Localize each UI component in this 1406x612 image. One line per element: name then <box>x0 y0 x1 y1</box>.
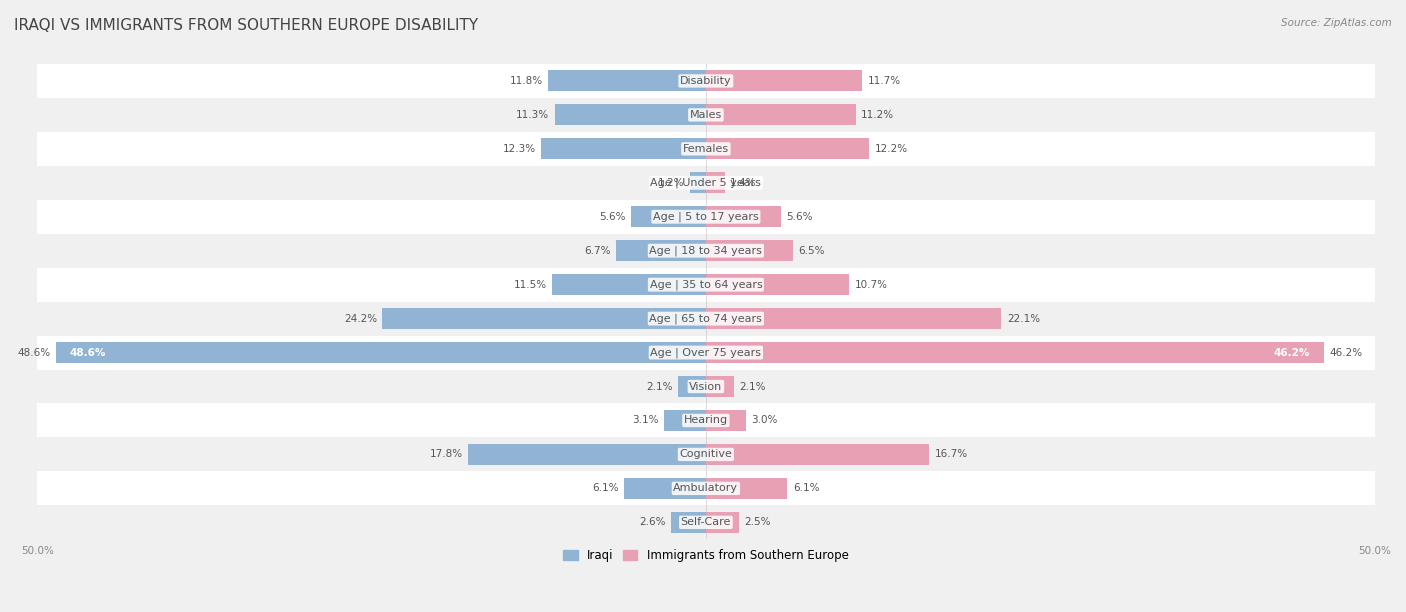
Bar <box>706 342 1323 363</box>
Bar <box>548 70 706 91</box>
Text: 5.6%: 5.6% <box>599 212 626 222</box>
Bar <box>382 308 706 329</box>
Text: 1.4%: 1.4% <box>730 178 756 188</box>
Bar <box>706 172 724 193</box>
Text: 2.1%: 2.1% <box>645 381 672 392</box>
Text: 12.2%: 12.2% <box>875 144 907 154</box>
Bar <box>706 444 929 465</box>
Text: 46.2%: 46.2% <box>1329 348 1362 357</box>
Bar <box>37 267 1375 302</box>
Text: 46.2%: 46.2% <box>1274 348 1310 357</box>
Text: 6.5%: 6.5% <box>799 245 825 256</box>
Bar <box>706 206 780 227</box>
Text: Self-Care: Self-Care <box>681 517 731 528</box>
Bar <box>56 342 706 363</box>
Bar <box>37 132 1375 166</box>
Text: Age | 35 to 64 years: Age | 35 to 64 years <box>650 280 762 290</box>
Bar <box>37 166 1375 200</box>
Bar <box>706 410 747 431</box>
Text: 24.2%: 24.2% <box>344 313 377 324</box>
Bar <box>553 274 706 295</box>
Text: IRAQI VS IMMIGRANTS FROM SOUTHERN EUROPE DISABILITY: IRAQI VS IMMIGRANTS FROM SOUTHERN EUROPE… <box>14 18 478 34</box>
Bar <box>706 274 849 295</box>
Text: 6.1%: 6.1% <box>793 483 820 493</box>
Bar <box>37 471 1375 506</box>
Text: Age | 18 to 34 years: Age | 18 to 34 years <box>650 245 762 256</box>
Text: 11.5%: 11.5% <box>513 280 547 289</box>
Legend: Iraqi, Immigrants from Southern Europe: Iraqi, Immigrants from Southern Europe <box>558 544 853 567</box>
Text: Age | Under 5 years: Age | Under 5 years <box>651 177 761 188</box>
Bar <box>37 438 1375 471</box>
Bar <box>37 64 1375 98</box>
Text: 3.1%: 3.1% <box>633 416 659 425</box>
Text: Age | 65 to 74 years: Age | 65 to 74 years <box>650 313 762 324</box>
Text: Disability: Disability <box>681 76 731 86</box>
Bar <box>37 98 1375 132</box>
Text: Age | 5 to 17 years: Age | 5 to 17 years <box>652 212 759 222</box>
Text: 3.0%: 3.0% <box>751 416 778 425</box>
Bar <box>706 512 740 533</box>
Bar <box>37 506 1375 539</box>
Bar <box>631 206 706 227</box>
Text: 2.6%: 2.6% <box>640 517 666 528</box>
Text: 2.1%: 2.1% <box>740 381 766 392</box>
Bar <box>37 335 1375 370</box>
Text: Ambulatory: Ambulatory <box>673 483 738 493</box>
Bar <box>671 512 706 533</box>
Text: Females: Females <box>683 144 728 154</box>
Bar <box>706 478 787 499</box>
Bar <box>37 370 1375 403</box>
Text: 16.7%: 16.7% <box>935 449 967 460</box>
Text: Hearing: Hearing <box>683 416 728 425</box>
Bar <box>616 240 706 261</box>
Text: 6.7%: 6.7% <box>585 245 612 256</box>
Text: 48.6%: 48.6% <box>69 348 105 357</box>
Text: 11.7%: 11.7% <box>868 76 901 86</box>
Bar <box>706 70 862 91</box>
Bar <box>37 302 1375 335</box>
Text: 48.6%: 48.6% <box>17 348 51 357</box>
Bar <box>665 410 706 431</box>
Text: 6.1%: 6.1% <box>592 483 619 493</box>
Bar <box>37 403 1375 438</box>
Bar <box>706 308 1001 329</box>
Text: Males: Males <box>690 110 723 120</box>
Text: 1.2%: 1.2% <box>658 178 685 188</box>
Bar <box>555 105 706 125</box>
Bar <box>706 138 869 159</box>
Text: 11.8%: 11.8% <box>509 76 543 86</box>
Text: Age | Over 75 years: Age | Over 75 years <box>651 348 762 358</box>
Text: 2.5%: 2.5% <box>745 517 770 528</box>
Text: 5.6%: 5.6% <box>786 212 813 222</box>
Text: 22.1%: 22.1% <box>1007 313 1040 324</box>
Bar <box>706 376 734 397</box>
Text: Vision: Vision <box>689 381 723 392</box>
Text: 12.3%: 12.3% <box>503 144 536 154</box>
Bar <box>678 376 706 397</box>
Bar <box>624 478 706 499</box>
Text: 11.2%: 11.2% <box>860 110 894 120</box>
Bar <box>468 444 706 465</box>
Bar <box>690 172 706 193</box>
Bar <box>37 200 1375 234</box>
Bar <box>37 234 1375 267</box>
Bar <box>706 240 793 261</box>
Text: 17.8%: 17.8% <box>429 449 463 460</box>
Text: 10.7%: 10.7% <box>855 280 887 289</box>
Bar <box>706 105 856 125</box>
Text: Source: ZipAtlas.com: Source: ZipAtlas.com <box>1281 18 1392 28</box>
Bar <box>541 138 706 159</box>
Text: 11.3%: 11.3% <box>516 110 550 120</box>
Text: Cognitive: Cognitive <box>679 449 733 460</box>
